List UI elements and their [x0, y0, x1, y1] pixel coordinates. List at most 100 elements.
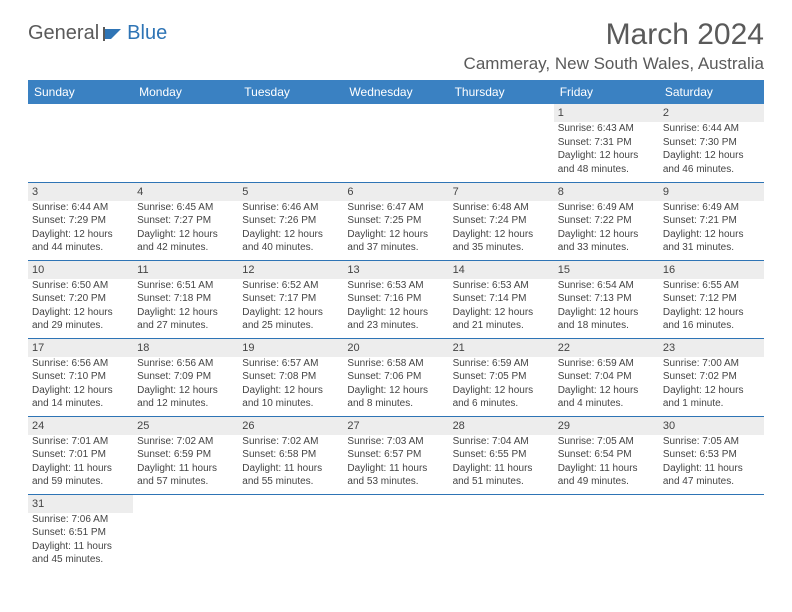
calendar-week-row: 17Sunrise: 6:56 AMSunset: 7:10 PMDayligh… [28, 338, 764, 416]
day-details: Sunrise: 7:05 AMSunset: 6:54 PMDaylight:… [558, 435, 655, 489]
detail-line: and 25 minutes. [242, 319, 339, 333]
detail-line: and 35 minutes. [453, 241, 550, 255]
day-details: Sunrise: 6:52 AMSunset: 7:17 PMDaylight:… [242, 279, 339, 333]
detail-line: Daylight: 12 hours [242, 228, 339, 242]
col-wednesday: Wednesday [343, 80, 448, 104]
day-details: Sunrise: 6:56 AMSunset: 7:10 PMDaylight:… [32, 357, 129, 411]
detail-line: and 31 minutes. [663, 241, 760, 255]
detail-line: Daylight: 12 hours [137, 384, 234, 398]
detail-line: Daylight: 12 hours [347, 306, 444, 320]
detail-line: Daylight: 12 hours [453, 228, 550, 242]
detail-line: Sunrise: 6:44 AM [663, 122, 760, 136]
calendar-cell: 24Sunrise: 7:01 AMSunset: 7:01 PMDayligh… [28, 416, 133, 494]
header: General Blue March 2024 Cammeray, New So… [28, 18, 764, 74]
detail-line: and 8 minutes. [347, 397, 444, 411]
detail-line: Sunrise: 6:46 AM [242, 201, 339, 215]
logo-text-general: General [28, 22, 99, 45]
detail-line: Daylight: 12 hours [137, 306, 234, 320]
calendar-cell: 10Sunrise: 6:50 AMSunset: 7:20 PMDayligh… [28, 260, 133, 338]
day-details: Sunrise: 6:58 AMSunset: 7:06 PMDaylight:… [347, 357, 444, 411]
detail-line: Sunrise: 6:58 AM [347, 357, 444, 371]
day-details: Sunrise: 7:06 AMSunset: 6:51 PMDaylight:… [32, 513, 129, 567]
day-number: 27 [347, 419, 444, 434]
detail-line: and 49 minutes. [558, 475, 655, 489]
detail-line: Sunrise: 6:45 AM [137, 201, 234, 215]
detail-line: Sunset: 7:25 PM [347, 214, 444, 228]
calendar-cell: 26Sunrise: 7:02 AMSunset: 6:58 PMDayligh… [238, 416, 343, 494]
col-thursday: Thursday [449, 80, 554, 104]
day-number: 21 [453, 341, 550, 356]
calendar-cell: 5Sunrise: 6:46 AMSunset: 7:26 PMDaylight… [238, 182, 343, 260]
detail-line: Daylight: 12 hours [558, 306, 655, 320]
calendar-cell: 4Sunrise: 6:45 AMSunset: 7:27 PMDaylight… [133, 182, 238, 260]
detail-line: Sunrise: 6:54 AM [558, 279, 655, 293]
calendar-week-row: 24Sunrise: 7:01 AMSunset: 7:01 PMDayligh… [28, 416, 764, 494]
day-details: Sunrise: 6:51 AMSunset: 7:18 PMDaylight:… [137, 279, 234, 333]
day-number: 10 [32, 263, 129, 278]
day-number: 25 [137, 419, 234, 434]
day-details: Sunrise: 6:43 AMSunset: 7:31 PMDaylight:… [558, 122, 655, 176]
day-number: 6 [347, 185, 444, 200]
detail-line: Sunset: 7:16 PM [347, 292, 444, 306]
detail-line: and 59 minutes. [32, 475, 129, 489]
detail-line: Sunset: 7:20 PM [32, 292, 129, 306]
detail-line: Daylight: 12 hours [453, 306, 550, 320]
col-monday: Monday [133, 80, 238, 104]
calendar-cell [238, 104, 343, 182]
detail-line: Sunset: 6:54 PM [558, 448, 655, 462]
day-details: Sunrise: 6:59 AMSunset: 7:04 PMDaylight:… [558, 357, 655, 411]
detail-line: and 6 minutes. [453, 397, 550, 411]
detail-line: and 37 minutes. [347, 241, 444, 255]
detail-line: Sunset: 7:05 PM [453, 370, 550, 384]
detail-line: Daylight: 12 hours [663, 228, 760, 242]
detail-line: Daylight: 12 hours [663, 306, 760, 320]
detail-line: Sunrise: 6:53 AM [453, 279, 550, 293]
detail-line: and 45 minutes. [32, 553, 129, 567]
day-number: 26 [242, 419, 339, 434]
day-details: Sunrise: 7:02 AMSunset: 6:59 PMDaylight:… [137, 435, 234, 489]
calendar-cell: 2Sunrise: 6:44 AMSunset: 7:30 PMDaylight… [659, 104, 764, 182]
day-details: Sunrise: 6:48 AMSunset: 7:24 PMDaylight:… [453, 201, 550, 255]
calendar-cell: 18Sunrise: 6:56 AMSunset: 7:09 PMDayligh… [133, 338, 238, 416]
calendar-cell: 27Sunrise: 7:03 AMSunset: 6:57 PMDayligh… [343, 416, 448, 494]
col-sunday: Sunday [28, 80, 133, 104]
detail-line: Daylight: 11 hours [558, 462, 655, 476]
detail-line: Sunrise: 6:49 AM [558, 201, 655, 215]
detail-line: and 40 minutes. [242, 241, 339, 255]
calendar-cell [133, 494, 238, 572]
calendar-header-row: Sunday Monday Tuesday Wednesday Thursday… [28, 80, 764, 104]
detail-line: Daylight: 12 hours [558, 228, 655, 242]
title-block: March 2024 Cammeray, New South Wales, Au… [464, 18, 764, 74]
day-details: Sunrise: 6:50 AMSunset: 7:20 PMDaylight:… [32, 279, 129, 333]
calendar-week-row: 3Sunrise: 6:44 AMSunset: 7:29 PMDaylight… [28, 182, 764, 260]
detail-line: Sunset: 7:04 PM [558, 370, 655, 384]
detail-line: Sunset: 7:24 PM [453, 214, 550, 228]
day-number: 2 [663, 106, 760, 121]
day-details: Sunrise: 7:03 AMSunset: 6:57 PMDaylight:… [347, 435, 444, 489]
detail-line: Daylight: 12 hours [137, 228, 234, 242]
day-number: 18 [137, 341, 234, 356]
detail-line: Sunset: 7:09 PM [137, 370, 234, 384]
detail-line: Sunrise: 6:47 AM [347, 201, 444, 215]
detail-line: Daylight: 12 hours [663, 149, 760, 163]
calendar-cell: 15Sunrise: 6:54 AMSunset: 7:13 PMDayligh… [554, 260, 659, 338]
calendar-cell: 21Sunrise: 6:59 AMSunset: 7:05 PMDayligh… [449, 338, 554, 416]
detail-line: Daylight: 11 hours [453, 462, 550, 476]
day-number: 16 [663, 263, 760, 278]
col-friday: Friday [554, 80, 659, 104]
day-details: Sunrise: 7:05 AMSunset: 6:53 PMDaylight:… [663, 435, 760, 489]
detail-line: Sunrise: 6:59 AM [558, 357, 655, 371]
detail-line: Sunset: 7:21 PM [663, 214, 760, 228]
detail-line: Sunset: 7:18 PM [137, 292, 234, 306]
detail-line: Sunset: 6:59 PM [137, 448, 234, 462]
calendar-cell: 17Sunrise: 6:56 AMSunset: 7:10 PMDayligh… [28, 338, 133, 416]
detail-line: and 16 minutes. [663, 319, 760, 333]
detail-line: Sunset: 7:08 PM [242, 370, 339, 384]
calendar-body: 1Sunrise: 6:43 AMSunset: 7:31 PMDaylight… [28, 104, 764, 572]
calendar-week-row: 10Sunrise: 6:50 AMSunset: 7:20 PMDayligh… [28, 260, 764, 338]
calendar-cell [449, 494, 554, 572]
day-number: 30 [663, 419, 760, 434]
col-tuesday: Tuesday [238, 80, 343, 104]
detail-line: Sunset: 7:31 PM [558, 136, 655, 150]
detail-line: and 51 minutes. [453, 475, 550, 489]
